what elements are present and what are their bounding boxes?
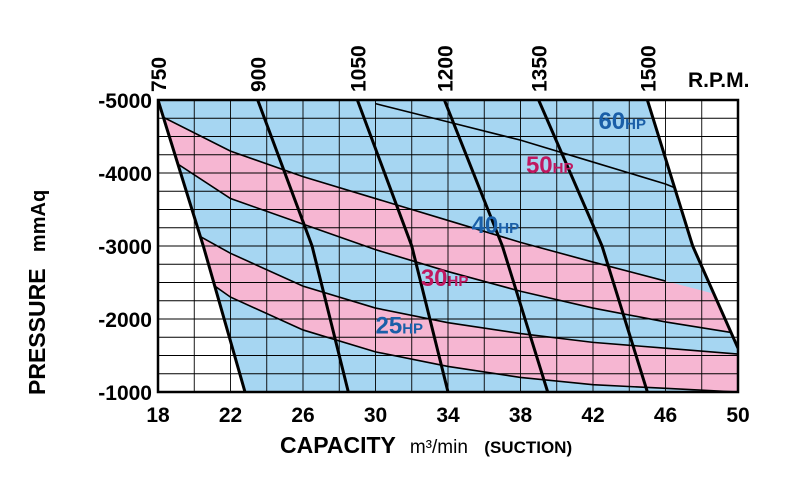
x-tick-50: 50 bbox=[726, 404, 749, 427]
hp-curve-50HP bbox=[158, 113, 666, 282]
x-tick-labels: 18 22 26 30 34 38 42 46 50 bbox=[146, 404, 749, 427]
rpm-label-1200: 1200 bbox=[434, 45, 457, 92]
grid bbox=[158, 100, 738, 392]
rpm-label-900: 900 bbox=[248, 57, 271, 92]
hp-label-60: 60HP bbox=[598, 108, 646, 135]
rpm-label-750: 750 bbox=[148, 57, 171, 92]
y-axis-unit: mmAq bbox=[28, 190, 50, 252]
y-axis-label: PRESSURE bbox=[24, 268, 50, 395]
hp-curve-25HP bbox=[158, 245, 738, 392]
hp-curves bbox=[158, 102, 738, 392]
y-tick-labels: -1000 -2000 -3000 -4000 -5000 bbox=[98, 90, 152, 405]
hp-label-25: 25HP bbox=[376, 313, 424, 340]
y-tick--4000: -4000 bbox=[98, 163, 152, 186]
y-tick--5000: -5000 bbox=[98, 90, 152, 113]
hp-curve-30HP bbox=[158, 212, 738, 355]
rpm-curve-750 bbox=[158, 100, 247, 392]
hp-label-40: 40HP bbox=[472, 212, 520, 239]
y-tick--2000: -2000 bbox=[98, 309, 152, 332]
plot-frame bbox=[156, 98, 740, 394]
rpm-label-1350: 1350 bbox=[529, 45, 552, 92]
x-tick-46: 46 bbox=[654, 404, 677, 427]
x-tick-22: 22 bbox=[219, 404, 242, 427]
rpm-labels: 750 900 1050 1200 1350 1500 bbox=[148, 45, 660, 92]
y-tick--3000: -3000 bbox=[98, 236, 152, 259]
x-axis-title: CAPACITY m³/min (SUCTION) bbox=[280, 432, 572, 458]
y-tick--1000: -1000 bbox=[98, 382, 152, 405]
x-tick-38: 38 bbox=[509, 404, 533, 427]
rpm-curve-1200 bbox=[442, 100, 550, 392]
hp-curve-60HP bbox=[375, 102, 703, 200]
hp-label-50: 50HP bbox=[526, 152, 574, 179]
rpm-curves bbox=[158, 100, 738, 392]
x-axis-suffix: (SUCTION) bbox=[484, 438, 572, 457]
hp-curve-40HP bbox=[158, 150, 738, 335]
hp-label-30: 30HP bbox=[421, 265, 469, 292]
x-tick-18: 18 bbox=[146, 404, 170, 427]
x-axis-unit: m³/min bbox=[410, 437, 468, 458]
rpm-axis-label: R.P.M. bbox=[688, 69, 749, 92]
x-tick-26: 26 bbox=[291, 404, 314, 427]
rpm-curve-1500 bbox=[645, 100, 738, 349]
rpm-label-1050: 1050 bbox=[347, 45, 370, 92]
rpm-curve-1350 bbox=[537, 100, 649, 392]
rpm-curve-1050 bbox=[355, 100, 450, 392]
x-tick-34: 34 bbox=[436, 404, 460, 427]
rpm-curve-900 bbox=[256, 100, 350, 392]
rpm-label-1500: 1500 bbox=[637, 45, 660, 92]
x-tick-30: 30 bbox=[364, 404, 387, 427]
x-axis-label: CAPACITY bbox=[280, 432, 396, 458]
y-axis-title: PRESSURE mmAq bbox=[24, 190, 50, 395]
x-tick-42: 42 bbox=[581, 404, 604, 427]
